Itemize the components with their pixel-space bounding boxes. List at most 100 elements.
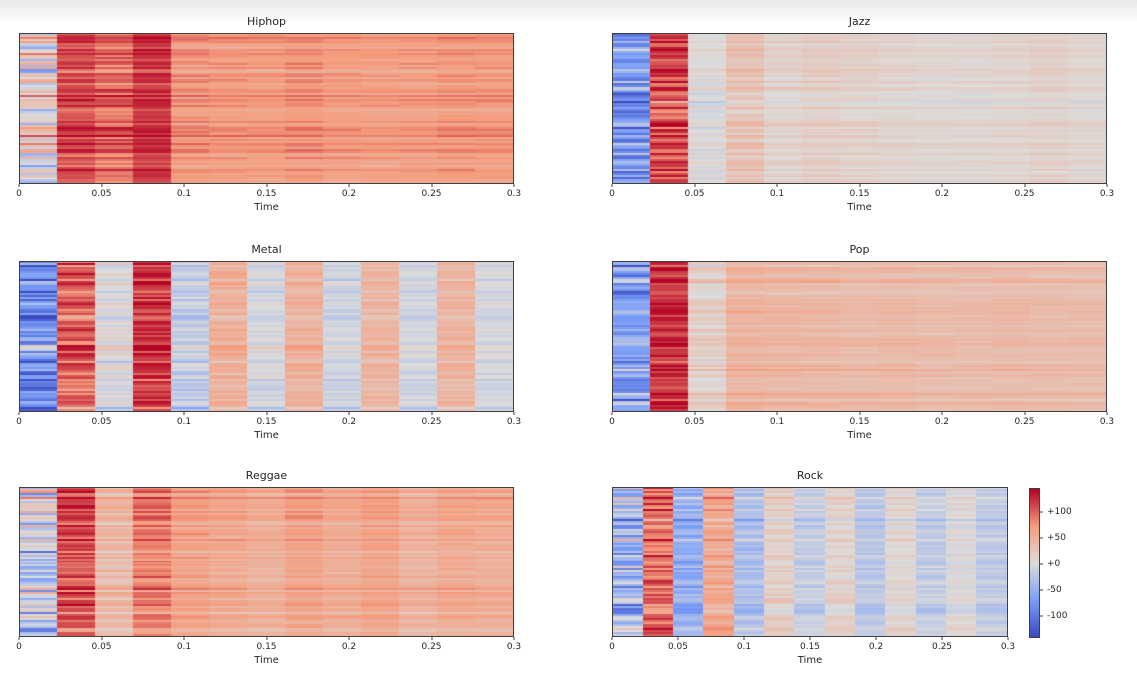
colorbar-tick-label: -50 — [1047, 585, 1062, 596]
subplot-title: Hiphop — [247, 15, 286, 28]
x-tick-mark — [348, 184, 350, 187]
x-tick-mark — [1024, 412, 1025, 415]
x-axis: 0 0.05 0.1 0.15 0.2 0.25 0.3 — [16, 184, 521, 206]
x-tick-label: 0 — [609, 642, 615, 652]
x-tick-label: 0.2 — [341, 642, 357, 652]
x-tick-mark — [941, 412, 943, 415]
plot-area — [612, 261, 1107, 412]
plot-area — [612, 487, 1008, 637]
x-tick-label: 0 — [16, 642, 22, 652]
x-tick-mark — [513, 184, 515, 187]
x-tick-mark — [859, 184, 860, 187]
x-tick-mark — [941, 637, 943, 640]
subplot-reggae: Reggae 0 0.05 0.1 0.15 0.2 0.25 0.3 Time — [16, 470, 521, 667]
subplot-title: Rock — [796, 469, 824, 482]
x-tick-mark — [101, 412, 102, 415]
x-axis-label: Time — [254, 202, 279, 213]
x-tick-label: 0.05 — [91, 642, 112, 652]
x-tick-mark — [266, 184, 267, 187]
colorbar-tick-mark — [1040, 537, 1043, 539]
x-tick-label: 0 — [609, 417, 615, 427]
x-tick-mark — [183, 184, 185, 187]
x-axis: 0 0.05 0.1 0.15 0.2 0.25 0.3 — [16, 412, 521, 434]
x-tick-mark — [431, 184, 432, 187]
subplot-title: Pop — [849, 243, 870, 256]
x-tick-label: 0 — [16, 189, 22, 199]
x-tick-label: 0.25 — [1014, 189, 1035, 199]
heatmap-metal — [20, 262, 513, 411]
x-tick-mark — [1007, 637, 1009, 640]
x-tick-mark — [18, 637, 20, 640]
x-tick-mark — [859, 412, 860, 415]
x-tick-label: 0.25 — [421, 642, 442, 652]
x-axis-label: Time — [847, 430, 872, 441]
x-tick-label: 0.2 — [868, 642, 884, 652]
x-tick-label: 0.05 — [684, 189, 705, 199]
colorbar-tick-label: +100 — [1047, 506, 1072, 517]
x-tick-label: 0.2 — [341, 417, 357, 427]
x-tick-mark — [431, 412, 432, 415]
heatmap-pop — [613, 262, 1106, 411]
colorbar-tick-mark — [1040, 615, 1043, 617]
x-tick-mark — [348, 412, 350, 415]
x-axis-label: Time — [847, 202, 872, 213]
x-tick-mark — [677, 637, 679, 640]
colorbar-ticks: +100 +50 +0 -50 -100 — [1040, 488, 1100, 638]
x-tick-label: 0.1 — [736, 642, 752, 652]
x-tick-label: 0.15 — [849, 417, 870, 427]
colorbar: +100 +50 +0 -50 -100 — [1029, 488, 1072, 638]
x-tick-label: 0.1 — [769, 417, 785, 427]
subplot-title: Reggae — [245, 469, 288, 482]
x-tick-mark — [809, 637, 811, 640]
plot-area — [612, 33, 1107, 184]
colorbar-tick-mark — [1040, 511, 1043, 513]
x-tick-label: 0.15 — [849, 189, 870, 199]
x-tick-mark — [18, 184, 20, 187]
x-tick-mark — [875, 637, 877, 640]
x-tick-label: 0.1 — [176, 417, 192, 427]
x-tick-mark — [101, 637, 102, 640]
subplot-title: Jazz — [848, 15, 871, 28]
x-tick-mark — [1106, 412, 1108, 415]
x-tick-mark — [941, 184, 943, 187]
x-axis: 0 0.05 0.1 0.15 0.2 0.25 0.3 — [609, 637, 1015, 659]
x-tick-label: 0.1 — [176, 189, 192, 199]
subplot-title: Metal — [251, 243, 282, 256]
x-tick-label: 0.15 — [256, 189, 277, 199]
x-tick-label: 0.1 — [769, 189, 785, 199]
top-gradient-band — [0, 0, 1137, 24]
colorbar-tick-label: +50 — [1047, 533, 1066, 543]
x-axis-label: Time — [254, 430, 279, 441]
x-tick-label: 0.3 — [1099, 417, 1115, 427]
x-tick-mark — [18, 412, 20, 415]
subplot-metal: Metal 0 0.05 0.1 0.15 0.2 0.25 0.3 Time — [16, 244, 521, 442]
x-tick-label: 0.3 — [506, 189, 522, 199]
heatmap-rock — [613, 488, 1007, 636]
x-tick-mark — [611, 412, 613, 415]
x-tick-label: 0.2 — [934, 417, 950, 427]
x-tick-mark — [694, 412, 695, 415]
x-tick-mark — [611, 637, 613, 640]
x-axis-label: Time — [254, 655, 279, 666]
subplot-pop: Pop 0 0.05 0.1 0.15 0.2 0.25 0.3 Time — [609, 244, 1114, 442]
subplot-rock: Rock 0 0.05 0.1 0.15 0.2 0.25 0.3 Time — [609, 470, 1015, 667]
x-tick-mark — [183, 637, 185, 640]
x-tick-mark — [694, 184, 695, 187]
x-tick-label: 0.15 — [799, 642, 821, 652]
heatmap-reggae — [20, 488, 513, 636]
x-tick-label: 0.25 — [1014, 417, 1035, 427]
plot-area — [19, 261, 514, 412]
x-tick-label: 0 — [16, 417, 22, 427]
colorbar-tick-mark — [1040, 563, 1043, 565]
x-tick-mark — [611, 184, 613, 187]
x-tick-label: 0.3 — [1000, 642, 1016, 652]
x-tick-label: 0.05 — [684, 417, 705, 427]
x-tick-mark — [183, 412, 185, 415]
x-axis: 0 0.05 0.1 0.15 0.2 0.25 0.3 — [16, 637, 521, 659]
colorbar-gradient — [1030, 489, 1039, 637]
x-tick-label: 0.1 — [176, 642, 192, 652]
x-tick-label: 0 — [609, 189, 615, 199]
x-tick-label: 0.05 — [667, 642, 689, 652]
subplot-hiphop: Hiphop 0 0.05 0.1 0.15 0.2 0.25 0.3 Time — [16, 16, 521, 214]
x-tick-mark — [1106, 184, 1108, 187]
